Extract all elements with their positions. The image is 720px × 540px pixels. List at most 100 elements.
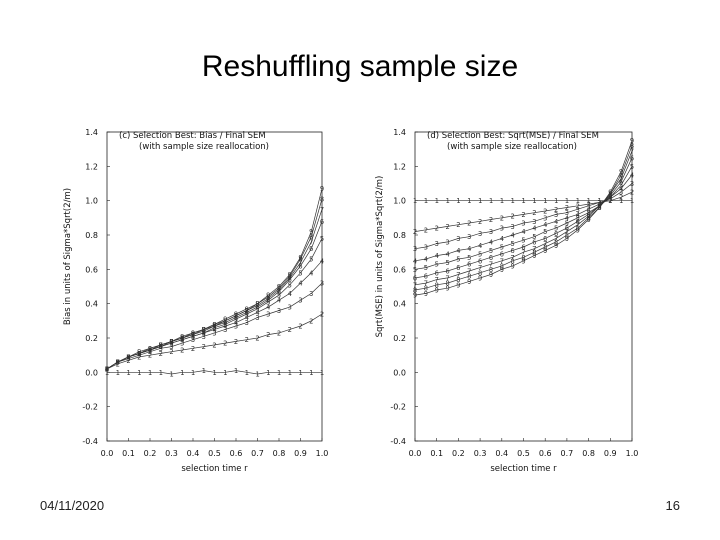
series-point-4: 4 [511,232,515,240]
series-point-9: 9 [565,235,569,243]
series-point-1: 1 [255,371,259,379]
series-line-2 [106,313,323,370]
series-point-4: 4 [576,211,580,219]
series-point-1: 1 [159,369,163,377]
y-tick-label: -0.4 [390,437,406,446]
series-point-2: 2 [148,352,152,360]
series-point-3: 3 [630,180,634,188]
series-point-6: 6 [255,304,259,312]
series-point-4: 4 [266,304,270,312]
x-tick-label: 0.5 [208,449,221,458]
y-tick-label: 0.8 [393,231,406,240]
series-point-3: 3 [266,310,270,318]
series-point-9: 9 [543,247,547,255]
series-point-1: 1 [288,369,292,377]
series-point-4: 4 [277,297,281,305]
series-point-3: 3 [565,209,569,217]
series-point-2: 2 [478,218,482,226]
y-tick-label: 1.2 [85,162,98,171]
y-tick-label: 0.8 [85,231,98,240]
series-point-5: 5 [554,225,558,233]
series-point-7: 7 [159,341,163,349]
series-point-2: 2 [277,329,281,337]
series-point-5: 5 [576,214,580,222]
series-point-6: 6 [309,245,313,253]
series-point-3: 3 [116,359,120,367]
series-point-1: 1 [467,197,471,205]
series-point-9: 9 [298,254,302,262]
series-point-5: 5 [169,340,173,348]
series-point-4: 4 [255,309,259,317]
series-point-3: 3 [445,238,449,246]
series-point-3: 3 [234,322,238,330]
series-point-6: 6 [277,288,281,296]
series-point-4: 4 [413,257,417,265]
series-point-5: 5 [137,350,141,358]
series-point-7: 7 [489,261,493,269]
series-point-9: 9 [597,204,601,212]
series-point-4: 4 [445,250,449,258]
series-point-7: 7 [565,228,569,236]
series-point-9: 9 [212,321,216,329]
series-point-8: 8 [543,244,547,252]
series-point-4: 4 [105,365,109,373]
series-point-5: 5 [424,264,428,272]
series-point-6: 6 [543,235,547,243]
series-point-2: 2 [586,201,590,209]
y-tick-label: -0.2 [390,403,406,412]
series-point-7: 7 [500,257,504,265]
series-point-2: 2 [320,310,324,318]
series-point-6: 6 [212,322,216,330]
series-point-9: 9 [169,338,173,346]
series-point-9: 9 [630,137,634,145]
series-point-4: 4 [554,218,558,226]
series-point-5: 5 [619,182,623,190]
series-point-2: 2 [489,216,493,224]
series-point-6: 6 [576,218,580,226]
series-point-6: 6 [467,261,471,269]
series-point-3: 3 [576,206,580,214]
series-point-8: 8 [521,254,525,262]
series-point-9: 9 [126,353,130,361]
series-point-4: 4 [148,347,152,355]
series-point-8: 8 [511,257,515,265]
series-point-5: 5 [478,250,482,258]
series-point-1: 1 [105,369,109,377]
series-point-6: 6 [126,353,130,361]
series-point-3: 3 [191,336,195,344]
series-point-2: 2 [500,214,504,222]
series-point-5: 5 [298,269,302,277]
series-point-1: 1 [266,369,270,377]
series-point-9: 9 [500,266,504,274]
series-line-9 [414,140,633,296]
series-point-9: 9 [435,286,439,294]
series-point-1: 1 [320,369,324,377]
series-point-7: 7 [320,206,324,214]
panel-title: (c) Selection Best: Bias / Final SEM [119,131,266,141]
series-point-6: 6 [521,244,525,252]
series-point-6: 6 [456,264,460,272]
x-tick-label: 0.2 [452,449,465,458]
series-point-3: 3 [456,235,460,243]
series-point-6: 6 [245,309,249,317]
series-point-1: 1 [489,197,493,205]
series-point-6: 6 [266,297,270,305]
series-point-8: 8 [159,341,163,349]
series-point-5: 5 [223,321,227,329]
series-point-8: 8 [212,321,216,329]
series-point-6: 6 [202,328,206,336]
series-point-9: 9 [180,333,184,341]
x-tick-label: 0.2 [144,449,157,458]
series-point-5: 5 [234,316,238,324]
series-point-5: 5 [500,244,504,252]
series-point-3: 3 [148,348,152,356]
series-point-5: 5 [320,235,324,243]
series-point-3: 3 [105,365,109,373]
series-point-3: 3 [212,329,216,337]
y-tick-label: 0.2 [393,334,406,343]
series-point-8: 8 [202,326,206,334]
series-point-6: 6 [511,247,515,255]
series-point-8: 8 [424,285,428,293]
series-point-8: 8 [586,214,590,222]
series-point-3: 3 [202,333,206,341]
